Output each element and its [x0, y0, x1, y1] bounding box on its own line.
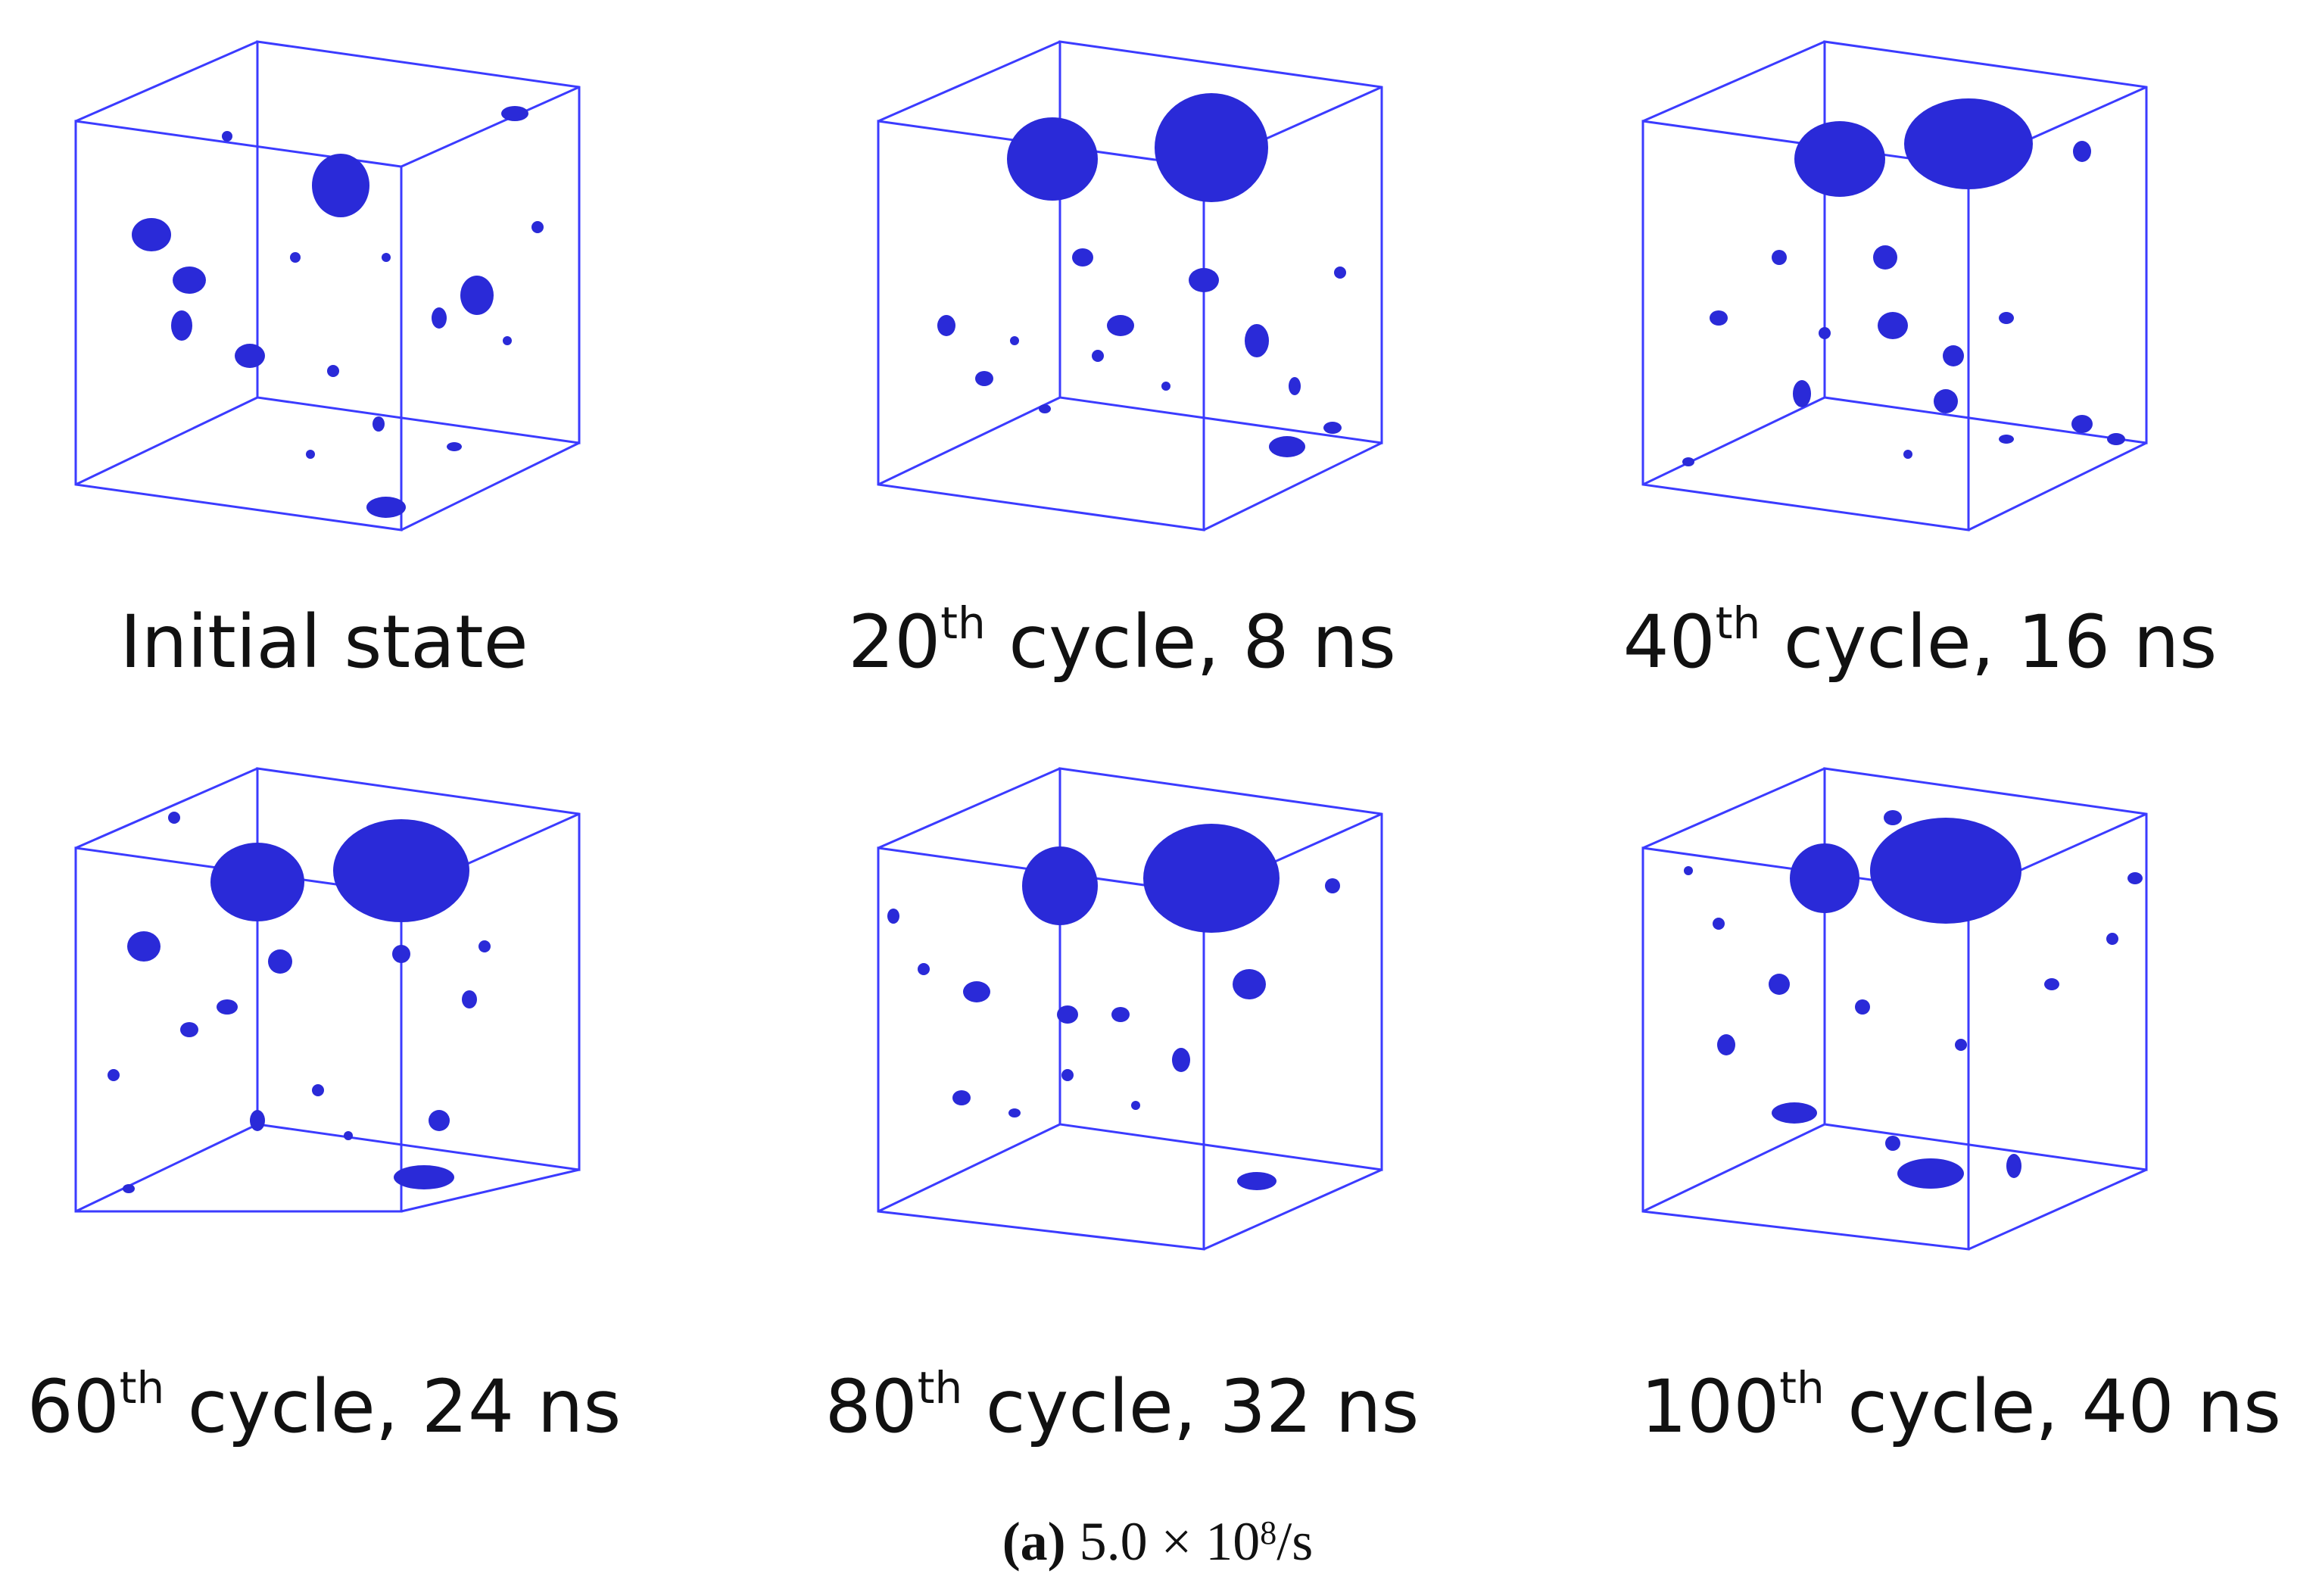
panel-c60-box [74, 767, 581, 1213]
panel-label-c100: 100th cycle, 40 ns [1641, 1362, 2281, 1449]
caption-letter: (a) [1002, 1511, 1066, 1572]
panel-label-c80: 80th cycle, 32 ns [824, 1362, 1420, 1449]
panel-c40-box [1641, 40, 2148, 531]
figure-caption: (a) 5.0 × 108/s [1002, 1510, 1314, 1573]
panel-c80-box [877, 767, 1383, 1251]
panel-c20-box [877, 40, 1383, 531]
panel-c100-box [1641, 767, 2148, 1251]
panel-label-initial: Initial state [120, 600, 528, 684]
panel-label-c20: 20th cycle, 8 ns [848, 597, 1396, 684]
panel-label-c40: 40th cycle, 16 ns [1622, 597, 2218, 684]
panel-label-c60: 60th cycle, 24 ns [26, 1362, 622, 1449]
caption-rate-unit: /s [1276, 1511, 1314, 1572]
caption-rate-exp: 8 [1260, 1514, 1277, 1551]
panel-initial-box [74, 40, 581, 531]
caption-rate-base: 5.0 × 10 [1079, 1511, 1261, 1572]
